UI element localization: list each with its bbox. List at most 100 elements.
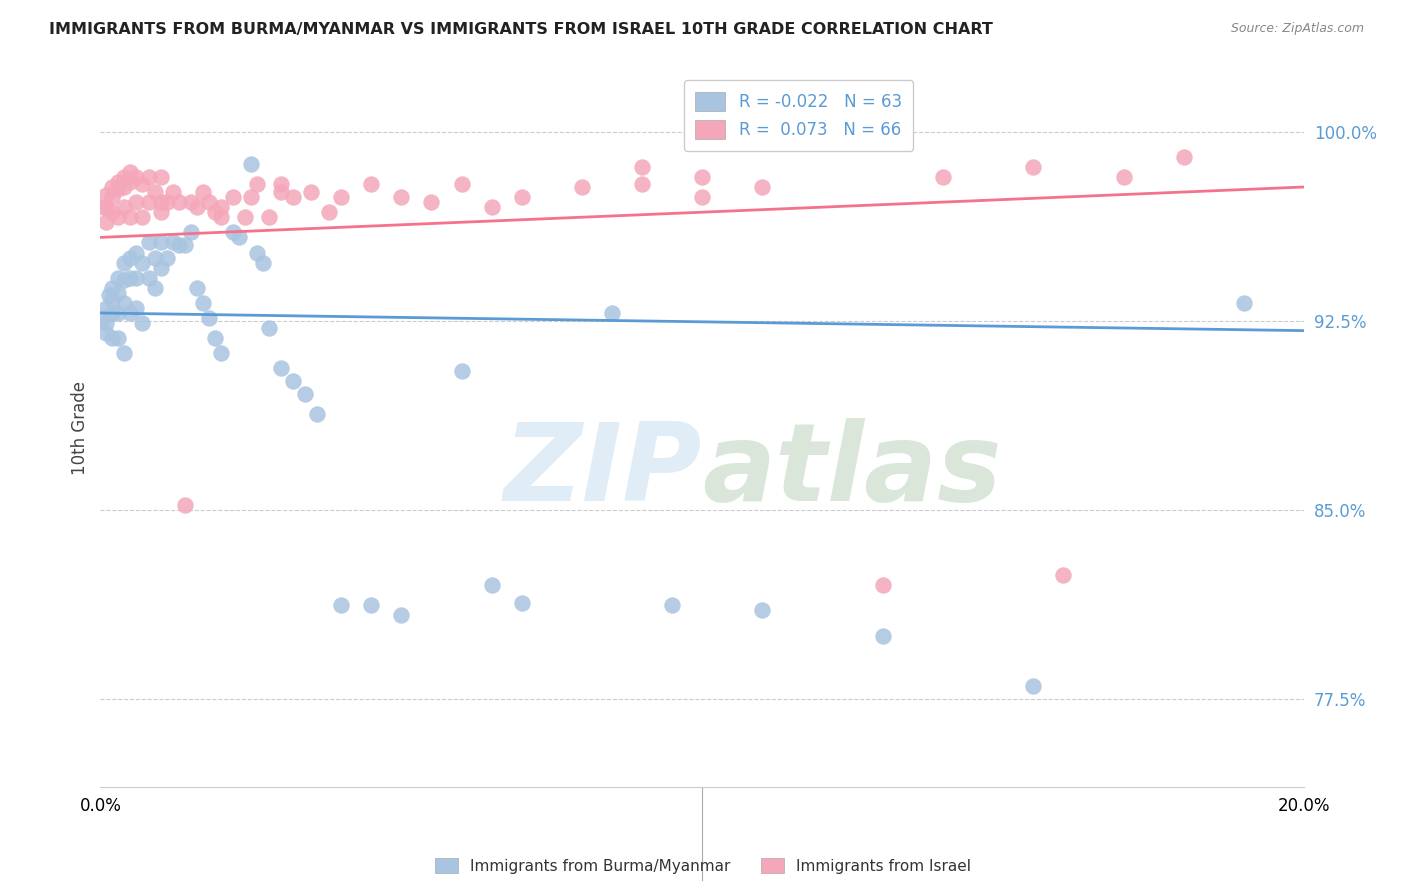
Point <box>420 195 443 210</box>
Point <box>96 200 118 214</box>
Point <box>751 603 773 617</box>
Point <box>209 211 232 225</box>
Point <box>96 301 118 315</box>
Point <box>281 374 304 388</box>
Point <box>751 180 773 194</box>
Point <box>112 169 135 184</box>
Point <box>162 235 184 250</box>
Point <box>125 169 148 184</box>
Point <box>96 215 118 229</box>
Point <box>96 316 118 330</box>
Point <box>173 498 195 512</box>
Point <box>257 321 280 335</box>
Point <box>872 629 894 643</box>
Point <box>107 182 129 196</box>
Point <box>162 185 184 199</box>
Point <box>112 346 135 360</box>
Point <box>1173 150 1195 164</box>
Point <box>101 293 124 308</box>
Point <box>120 251 142 265</box>
Point <box>1233 296 1256 310</box>
Point <box>450 178 472 192</box>
Point <box>143 251 166 265</box>
Point <box>155 251 177 265</box>
Point <box>481 200 503 214</box>
Point <box>101 281 124 295</box>
Point <box>125 270 148 285</box>
Point <box>450 364 472 378</box>
Point <box>167 238 190 252</box>
Point <box>305 407 328 421</box>
Point <box>197 311 219 326</box>
Point <box>125 301 148 315</box>
Point <box>149 205 172 219</box>
Point <box>191 185 214 199</box>
Text: Source: ZipAtlas.com: Source: ZipAtlas.com <box>1230 22 1364 36</box>
Point <box>149 260 172 275</box>
Point <box>1112 169 1135 184</box>
Point <box>222 190 245 204</box>
Point <box>209 346 232 360</box>
Point <box>155 195 177 210</box>
Point <box>318 205 340 219</box>
Point <box>101 180 124 194</box>
Point <box>138 169 160 184</box>
Point <box>389 608 412 623</box>
Point <box>167 195 190 210</box>
Point <box>138 270 160 285</box>
Point <box>180 195 202 210</box>
Point <box>204 205 226 219</box>
Point <box>257 211 280 225</box>
Point <box>631 178 654 192</box>
Point <box>330 599 353 613</box>
Point <box>1022 679 1045 693</box>
Point <box>96 187 118 202</box>
Point <box>98 288 121 302</box>
Point <box>510 596 533 610</box>
Point <box>120 270 142 285</box>
Point <box>360 599 382 613</box>
Text: IMMIGRANTS FROM BURMA/MYANMAR VS IMMIGRANTS FROM ISRAEL 10TH GRADE CORRELATION C: IMMIGRANTS FROM BURMA/MYANMAR VS IMMIGRA… <box>49 22 993 37</box>
Point <box>120 306 142 320</box>
Point <box>330 190 353 204</box>
Point <box>107 175 129 189</box>
Legend: Immigrants from Burma/Myanmar, Immigrants from Israel: Immigrants from Burma/Myanmar, Immigrant… <box>429 852 977 880</box>
Point <box>661 599 683 613</box>
Point <box>131 255 153 269</box>
Point <box>96 326 118 341</box>
Point <box>239 190 262 204</box>
Point <box>233 211 256 225</box>
Point <box>112 273 135 287</box>
Point <box>101 306 124 320</box>
Point <box>246 178 269 192</box>
Point <box>107 270 129 285</box>
Point <box>932 169 955 184</box>
Point <box>120 175 142 189</box>
Point <box>143 185 166 199</box>
Point <box>228 230 250 244</box>
Point <box>246 245 269 260</box>
Point <box>149 195 172 210</box>
Point <box>173 238 195 252</box>
Point <box>239 157 262 171</box>
Point <box>872 578 894 592</box>
Point <box>131 211 153 225</box>
Point <box>186 200 208 214</box>
Point <box>204 331 226 345</box>
Point <box>112 180 135 194</box>
Point <box>149 169 172 184</box>
Point <box>131 178 153 192</box>
Point <box>191 296 214 310</box>
Point <box>107 285 129 300</box>
Point <box>186 281 208 295</box>
Point <box>1022 160 1045 174</box>
Point <box>197 195 219 210</box>
Point <box>690 169 713 184</box>
Point <box>270 178 292 192</box>
Legend: R = -0.022   N = 63, R =  0.073   N = 66: R = -0.022 N = 63, R = 0.073 N = 66 <box>683 80 914 151</box>
Point <box>138 195 160 210</box>
Point <box>125 195 148 210</box>
Point <box>270 185 292 199</box>
Point <box>107 331 129 345</box>
Point <box>690 190 713 204</box>
